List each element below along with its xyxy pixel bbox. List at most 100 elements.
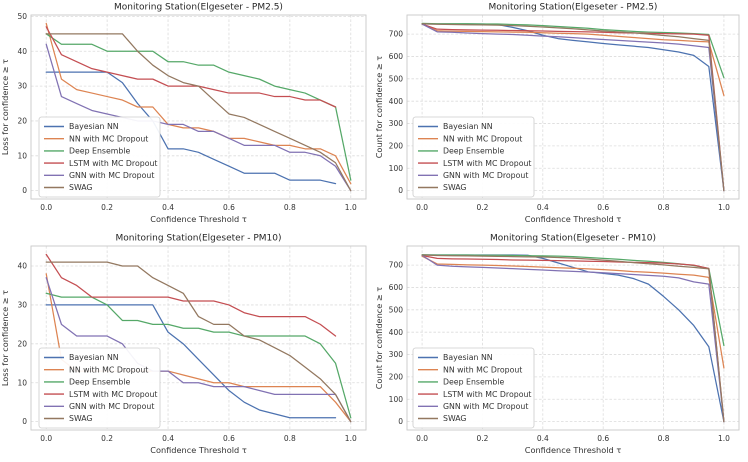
x-tick-label: 0.2	[476, 434, 488, 443]
x-tick-label: 0.6	[597, 434, 609, 443]
x-axis-label: Confidence Threshold τ	[150, 214, 247, 224]
y-tick-label: 300	[389, 119, 404, 128]
legend-label: Deep Ensemble	[443, 147, 504, 156]
legend-label: Deep Ensemble	[69, 147, 130, 156]
legend-label: SWAG	[443, 183, 466, 192]
series-line-deep-ensemble	[45, 292, 352, 419]
legend-item-deep-ensemble: Deep Ensemble	[418, 378, 504, 387]
series-line-gnn-with-mc-dropout	[45, 277, 352, 423]
x-tick-label: 0.4	[162, 203, 174, 212]
legend-item-bayesian-nn: Bayesian NN	[44, 353, 119, 362]
legend-item-deep-ensemble: Deep Ensemble	[418, 147, 504, 156]
x-tick-label: 0.2	[101, 434, 113, 443]
series-line-nn-with-mc-dropout	[421, 23, 725, 97]
chart-title: Monitoring Station(Elgeseter - PM2.5)	[489, 3, 658, 13]
legend-item-bayesian-nn: Bayesian NN	[44, 122, 119, 131]
legend-label: LSTM with MC Dropout	[69, 159, 157, 168]
x-tick-label: 0.8	[658, 203, 670, 212]
legend-label: Bayesian NN	[69, 353, 119, 362]
legend-item-deep-ensemble: Deep Ensemble	[44, 378, 130, 387]
y-tick-label: 400	[389, 328, 404, 337]
legend-item-lstm-with-mc-dropout: LSTM with MC Dropout	[418, 390, 531, 399]
legend-label: Deep Ensemble	[69, 378, 130, 387]
legend-item-lstm-with-mc-dropout: LSTM with MC Dropout	[44, 390, 157, 399]
series-line-nn-with-mc-dropout	[45, 22, 352, 185]
plot-border	[406, 245, 740, 431]
subplot-pm25-loss: 0.0 0.2 0.4 0.6 0.8 1.0 0 10 20 30 40 50 Monitoring …	[0, 0, 374, 231]
chart-pm25-count: 0.0 0.2 0.4 0.6 0.8 1.0 0 100 200 300 400 500 600 700…	[374, 3, 740, 224]
legend-item-swag: SWAG	[418, 414, 466, 423]
legend-label: SWAG	[69, 183, 92, 192]
legend-label: GNN with MC Dropout	[69, 402, 154, 411]
y-tick-label: 30	[17, 82, 27, 91]
x-tick-label: 1.0	[345, 203, 357, 212]
y-tick-label: 200	[389, 142, 404, 151]
legend-item-deep-ensemble: Deep Ensemble	[44, 147, 130, 156]
y-tick-label: 40	[17, 47, 27, 56]
y-tick-label: 700	[389, 30, 404, 39]
y-tick-label: 0	[398, 186, 403, 195]
y-tick-label: 20	[17, 117, 27, 126]
y-tick-label: 600	[389, 283, 404, 292]
y-tick-label: 700	[389, 261, 404, 270]
y-tick-label: 200	[389, 373, 404, 382]
y-tick-label: 0	[22, 186, 27, 195]
series-line-deep-ensemble	[45, 33, 352, 181]
legend-label: GNN with MC Dropout	[443, 171, 528, 180]
y-tick-label: 500	[389, 305, 404, 314]
y-axis-label: Loss for confidence ≥ τ	[0, 59, 10, 155]
x-axis-label: Confidence Threshold τ	[150, 445, 247, 455]
plot-border	[30, 245, 367, 431]
series-line-swag	[45, 33, 352, 192]
series-line-gnn-with-mc-dropout	[421, 23, 725, 192]
chart-title: Monitoring Station(Elgeseter - PM10)	[115, 234, 281, 244]
legend: Bayesian NN NN with MC Dropout Deep Ensemb…	[38, 347, 161, 429]
chart-pm10-loss: 0.0 0.2 0.4 0.6 0.8 1.0 0 10 20 30 40 Monitoring St…	[0, 234, 367, 455]
x-tick-label: 0.4	[537, 434, 549, 443]
x-tick-label: 0.6	[223, 203, 235, 212]
y-tick-label: 100	[389, 395, 404, 404]
legend-label: Bayesian NN	[69, 122, 119, 131]
x-tick-label: 0.2	[476, 203, 488, 212]
legend: Bayesian NN NN with MC Dropout Deep Ensemb…	[412, 347, 535, 429]
y-tick-label: 20	[17, 339, 27, 348]
y-tick-label: 30	[17, 301, 27, 310]
legend-label: LSTM with MC Dropout	[69, 390, 157, 399]
series-line-swag	[421, 254, 725, 423]
legend: Bayesian NN NN with MC Dropout Deep Ensemb…	[412, 116, 535, 198]
plot-border	[30, 14, 367, 200]
legend-label: LSTM with MC Dropout	[443, 390, 531, 399]
x-tick-label: 0.8	[284, 434, 296, 443]
legend-item-bayesian-nn: Bayesian NN	[418, 353, 493, 362]
legend-box	[412, 116, 535, 198]
x-tick-label: 0.6	[223, 434, 235, 443]
y-tick-label: 40	[17, 262, 27, 271]
legend-label: GNN with MC Dropout	[69, 171, 154, 180]
legend-item-gnn-with-mc-dropout: GNN with MC Dropout	[44, 402, 154, 411]
legend: Bayesian NN NN with MC Dropout Deep Ensemb…	[38, 116, 161, 198]
series-line-swag	[45, 261, 352, 423]
legend-label: NN with MC Dropout	[443, 134, 522, 143]
x-tick-label: 0.0	[416, 203, 428, 212]
legend-item-bayesian-nn: Bayesian NN	[418, 122, 493, 131]
y-tick-label: 10	[17, 151, 27, 160]
y-tick-label: 0	[398, 417, 403, 426]
x-tick-label: 0.6	[597, 203, 609, 212]
legend-label: NN with MC Dropout	[69, 134, 148, 143]
series-line-bayesian-nn	[45, 71, 337, 185]
y-tick-label: 300	[389, 350, 404, 359]
y-tick-label: 0	[22, 417, 27, 426]
y-axis-label: Count for confidence ≥ τ	[374, 287, 384, 390]
series-line-lstm-with-mc-dropout	[421, 23, 725, 192]
y-tick-label: 50	[17, 12, 27, 21]
legend-item-gnn-with-mc-dropout: GNN with MC Dropout	[418, 171, 528, 180]
series-line-lstm-with-mc-dropout	[45, 253, 337, 337]
legend-item-gnn-with-mc-dropout: GNN with MC Dropout	[44, 171, 154, 180]
y-axis-label: Loss for confidence ≥ τ	[0, 290, 10, 386]
series-line-gnn-with-mc-dropout	[421, 254, 725, 423]
legend-label: Deep Ensemble	[443, 378, 504, 387]
subplot-pm10-count: 0.0 0.2 0.4 0.6 0.8 1.0 0 100 200 300 400 500 600 700…	[374, 231, 748, 462]
y-tick-label: 100	[389, 164, 404, 173]
legend-label: NN with MC Dropout	[443, 365, 522, 374]
